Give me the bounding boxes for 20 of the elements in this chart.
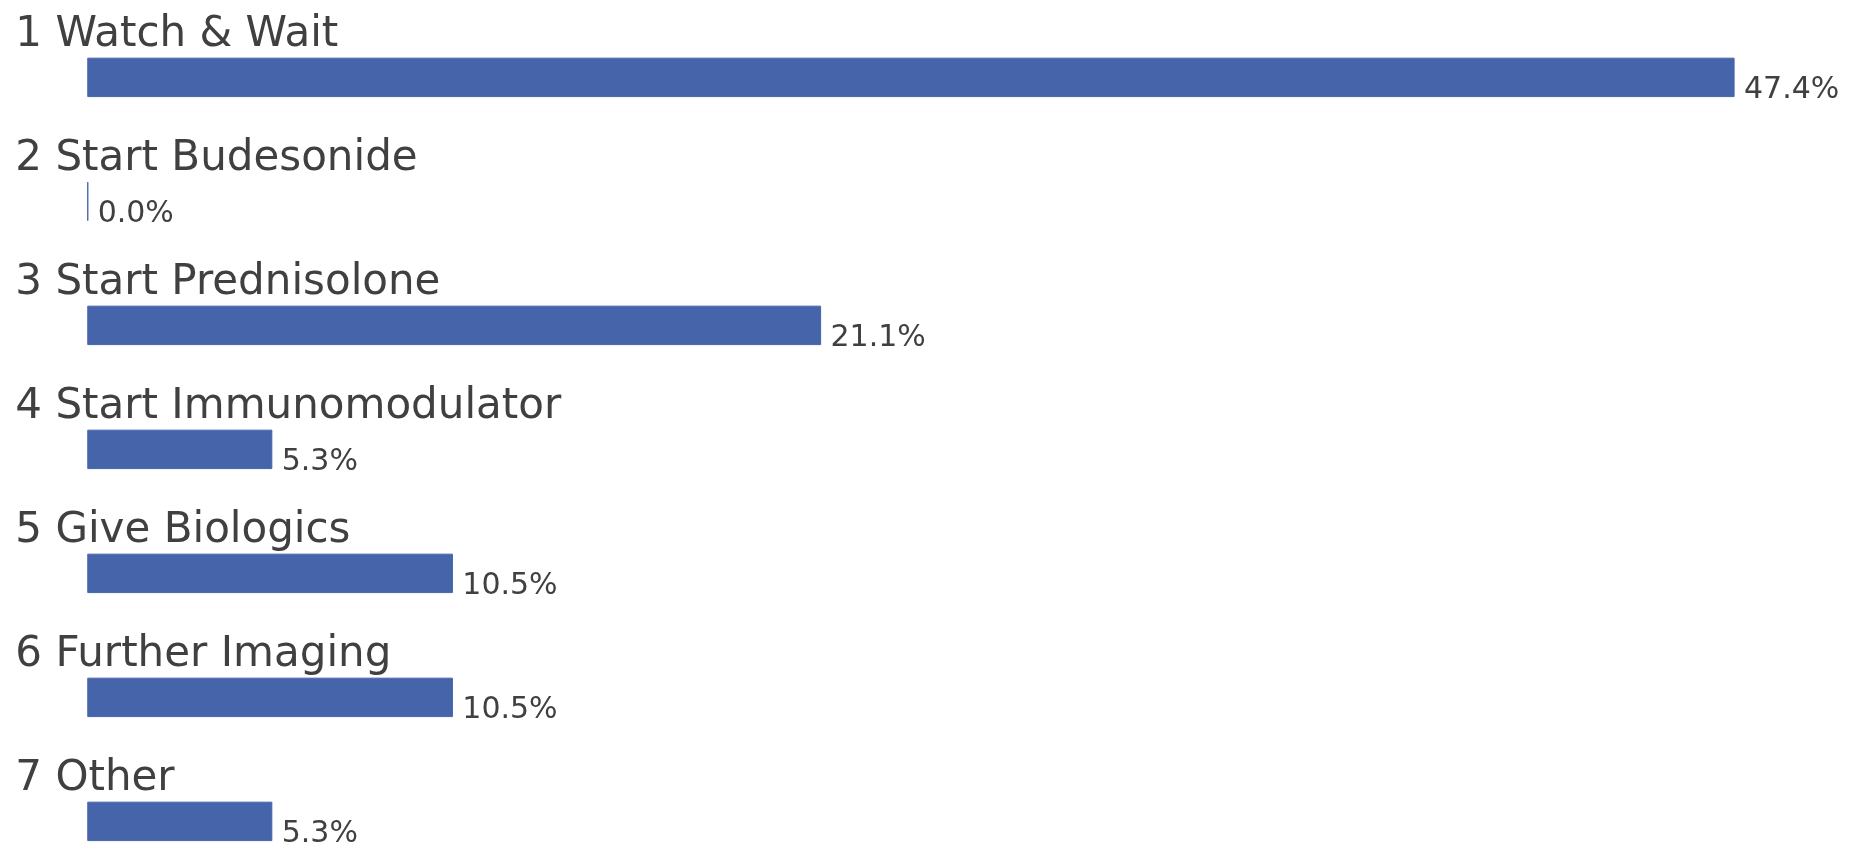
y-tick-label: 6 Further Imaging [15, 626, 392, 676]
y-tick-label: 3 Start Prednisolone [15, 254, 441, 304]
bar [87, 553, 453, 594]
bar [87, 305, 822, 346]
data-label: 10.5% [462, 689, 558, 725]
data-label: 47.4% [1743, 69, 1840, 105]
y-tick-label: 2 Start Budesonide [15, 130, 418, 180]
y-tick-label: 1 Watch & Wait [15, 6, 339, 56]
data-label: 0.0% [97, 193, 174, 229]
bar [87, 57, 1735, 98]
data-label: 10.5% [462, 565, 558, 601]
data-label: 5.3% [281, 813, 358, 849]
data-label: 21.1% [830, 317, 926, 353]
y-tick-label: 7 Other [15, 750, 176, 800]
bar [87, 677, 453, 718]
bar [87, 801, 273, 842]
y-tick-label: 5 Give Biologics [15, 502, 351, 552]
y-tick-label: 4 Start Immunomodulator [15, 378, 562, 428]
data-label: 5.3% [281, 441, 358, 477]
bar [87, 429, 273, 470]
